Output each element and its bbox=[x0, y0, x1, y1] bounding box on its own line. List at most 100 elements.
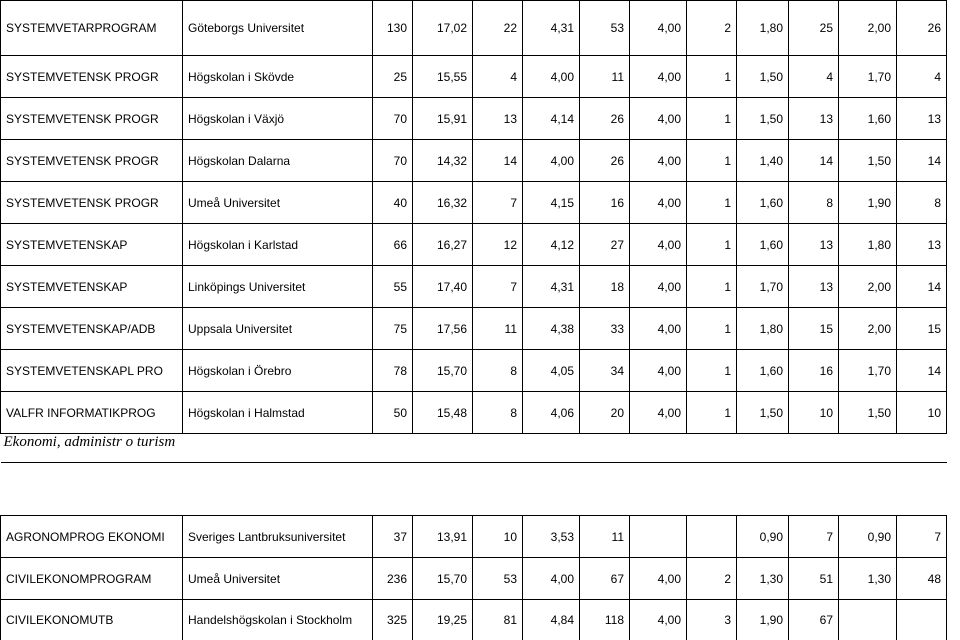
program-cell: CIVILEKONOMPROGRAM bbox=[1, 558, 183, 600]
value-cell: 75 bbox=[373, 308, 413, 350]
value-cell: 4,00 bbox=[630, 266, 687, 308]
value-cell: 16 bbox=[789, 350, 839, 392]
value-cell: 1,80 bbox=[737, 1, 789, 56]
value-cell: 1,50 bbox=[737, 98, 789, 140]
university-cell: Sveriges Lantbruksuniversitet bbox=[183, 516, 373, 558]
program-cell: SYSTEMVETENSKAP/ADB bbox=[1, 308, 183, 350]
value-cell: 14 bbox=[789, 140, 839, 182]
value-cell: 4 bbox=[473, 56, 523, 98]
empty-cell bbox=[1, 463, 947, 516]
value-cell: 53 bbox=[580, 1, 630, 56]
value-cell: 1 bbox=[687, 56, 737, 98]
value-cell bbox=[687, 516, 737, 558]
value-cell: 7 bbox=[897, 516, 947, 558]
value-cell: 34 bbox=[580, 350, 630, 392]
value-cell: 1,60 bbox=[737, 350, 789, 392]
value-cell: 4,00 bbox=[630, 140, 687, 182]
value-cell: 1,80 bbox=[737, 308, 789, 350]
value-cell: 78 bbox=[373, 350, 413, 392]
value-cell: 2,00 bbox=[839, 308, 897, 350]
value-cell: 18 bbox=[580, 266, 630, 308]
value-cell: 1,60 bbox=[839, 98, 897, 140]
value-cell: 4,00 bbox=[630, 600, 687, 640]
value-cell: 1,90 bbox=[839, 182, 897, 224]
value-cell: 7 bbox=[789, 516, 839, 558]
university-cell: Högskolan i Växjö bbox=[183, 98, 373, 140]
value-cell: 0,90 bbox=[737, 516, 789, 558]
value-cell bbox=[839, 600, 897, 640]
value-cell: 8 bbox=[473, 392, 523, 434]
value-cell: 1,70 bbox=[839, 350, 897, 392]
value-cell: 70 bbox=[373, 140, 413, 182]
value-cell: 53 bbox=[473, 558, 523, 600]
value-cell: 4,00 bbox=[523, 140, 580, 182]
value-cell: 16,27 bbox=[413, 224, 473, 266]
value-cell: 14 bbox=[897, 140, 947, 182]
program-cell: SYSTEMVETENSK PROGR bbox=[1, 140, 183, 182]
value-cell: 40 bbox=[373, 182, 413, 224]
value-cell: 1,90 bbox=[737, 600, 789, 640]
university-cell: Linköpings Universitet bbox=[183, 266, 373, 308]
value-cell: 1 bbox=[687, 98, 737, 140]
university-cell: Uppsala Universitet bbox=[183, 308, 373, 350]
value-cell: 4,00 bbox=[630, 392, 687, 434]
value-cell: 67 bbox=[580, 558, 630, 600]
value-cell: 3 bbox=[687, 600, 737, 640]
value-cell: 3,53 bbox=[523, 516, 580, 558]
value-cell: 1,50 bbox=[839, 140, 897, 182]
value-cell: 48 bbox=[897, 558, 947, 600]
value-cell: 15 bbox=[897, 308, 947, 350]
value-cell: 4,12 bbox=[523, 224, 580, 266]
value-cell: 14,32 bbox=[413, 140, 473, 182]
value-cell: 70 bbox=[373, 98, 413, 140]
value-cell: 2 bbox=[687, 1, 737, 56]
value-cell: 16,32 bbox=[413, 182, 473, 224]
value-cell: 26 bbox=[897, 1, 947, 56]
value-cell: 7 bbox=[473, 182, 523, 224]
value-cell: 4,31 bbox=[523, 266, 580, 308]
value-cell: 4,38 bbox=[523, 308, 580, 350]
value-cell: 14 bbox=[897, 350, 947, 392]
value-cell: 4 bbox=[789, 56, 839, 98]
value-cell: 15,70 bbox=[413, 558, 473, 600]
value-cell: 4,84 bbox=[523, 600, 580, 640]
value-cell: 325 bbox=[373, 600, 413, 640]
program-cell: SYSTEMVETENSKAP bbox=[1, 224, 183, 266]
value-cell: 4,00 bbox=[630, 350, 687, 392]
value-cell: 12 bbox=[473, 224, 523, 266]
value-cell: 66 bbox=[373, 224, 413, 266]
value-cell bbox=[897, 600, 947, 640]
value-cell: 1,50 bbox=[839, 392, 897, 434]
value-cell: 13 bbox=[789, 224, 839, 266]
value-cell: 4 bbox=[897, 56, 947, 98]
value-cell: 4,00 bbox=[630, 98, 687, 140]
value-cell bbox=[630, 516, 687, 558]
value-cell: 15,48 bbox=[413, 392, 473, 434]
university-cell: Handelshögskolan i Stockholm bbox=[183, 600, 373, 640]
value-cell: 15,70 bbox=[413, 350, 473, 392]
value-cell: 14 bbox=[897, 266, 947, 308]
value-cell: 4,14 bbox=[523, 98, 580, 140]
value-cell: 37 bbox=[373, 516, 413, 558]
value-cell: 8 bbox=[789, 182, 839, 224]
value-cell: 19,25 bbox=[413, 600, 473, 640]
value-cell: 10 bbox=[897, 392, 947, 434]
value-cell: 1,60 bbox=[737, 182, 789, 224]
program-cell: AGRONOMPROG EKONOMI bbox=[1, 516, 183, 558]
value-cell: 1 bbox=[687, 224, 737, 266]
value-cell: 1,70 bbox=[737, 266, 789, 308]
value-cell: 130 bbox=[373, 1, 413, 56]
university-cell: Högskolan i Halmstad bbox=[183, 392, 373, 434]
value-cell: 4,00 bbox=[630, 558, 687, 600]
value-cell: 26 bbox=[580, 98, 630, 140]
value-cell: 17,02 bbox=[413, 1, 473, 56]
value-cell: 51 bbox=[789, 558, 839, 600]
